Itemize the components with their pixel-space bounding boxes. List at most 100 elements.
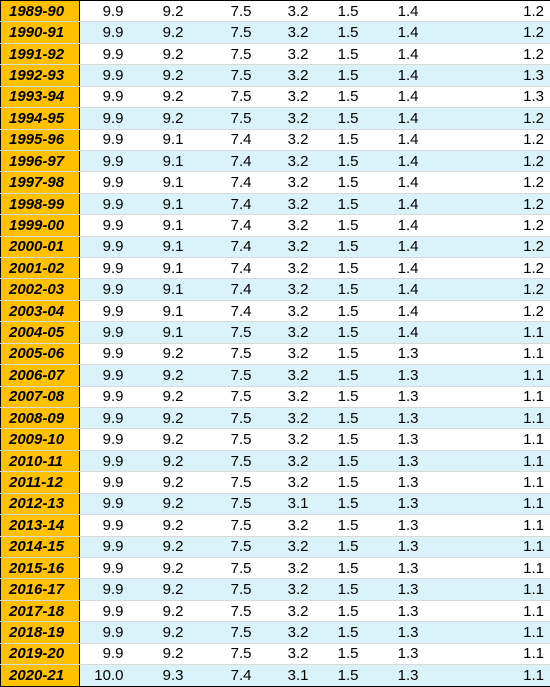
value-cell[interactable]: 7.5 — [183, 643, 252, 666]
value-cell[interactable]: 1.3 — [358, 471, 419, 494]
value-cell[interactable]: 1.1 — [418, 321, 550, 344]
value-cell[interactable]: 7.4 — [183, 278, 252, 301]
value-cell[interactable]: 1.5 — [308, 150, 359, 173]
value-cell[interactable]: 7.5 — [183, 321, 252, 344]
value-cell[interactable]: 9.2 — [123, 428, 184, 451]
value-cell[interactable]: 3.2 — [251, 514, 309, 537]
value-cell[interactable]: 1.1 — [418, 643, 550, 666]
value-cell[interactable]: 9.9 — [79, 321, 124, 344]
value-cell[interactable]: 9.1 — [123, 214, 184, 237]
value-cell[interactable]: 7.4 — [183, 171, 252, 194]
value-cell[interactable]: 7.5 — [183, 0, 252, 23]
value-cell[interactable]: 1.3 — [358, 343, 419, 366]
value-cell[interactable]: 1.4 — [358, 171, 419, 194]
value-cell[interactable]: 1.5 — [308, 364, 359, 387]
year-cell[interactable]: 1989-90 — [0, 0, 80, 23]
value-cell[interactable]: 1.2 — [418, 300, 550, 323]
year-cell[interactable]: 2006-07 — [0, 364, 80, 387]
value-cell[interactable]: 7.5 — [183, 86, 252, 109]
value-cell[interactable]: 1.3 — [358, 364, 419, 387]
value-cell[interactable]: 3.2 — [251, 643, 309, 666]
value-cell[interactable]: 7.5 — [183, 386, 252, 409]
value-cell[interactable]: 1.5 — [308, 86, 359, 109]
year-cell[interactable]: 2001-02 — [0, 257, 80, 280]
value-cell[interactable]: 1.1 — [418, 428, 550, 451]
value-cell[interactable]: 3.2 — [251, 450, 309, 473]
year-cell[interactable]: 2007-08 — [0, 386, 80, 409]
value-cell[interactable]: 7.5 — [183, 600, 252, 623]
value-cell[interactable]: 7.5 — [183, 514, 252, 537]
year-cell[interactable]: 2008-09 — [0, 407, 80, 430]
value-cell[interactable]: 7.5 — [183, 557, 252, 580]
value-cell[interactable]: 7.5 — [183, 428, 252, 451]
value-cell[interactable]: 3.2 — [251, 236, 309, 259]
year-cell[interactable]: 2012-13 — [0, 493, 80, 516]
value-cell[interactable]: 7.5 — [183, 64, 252, 87]
value-cell[interactable]: 1.1 — [418, 514, 550, 537]
value-cell[interactable]: 7.5 — [183, 364, 252, 387]
value-cell[interactable]: 1.5 — [308, 64, 359, 87]
year-cell[interactable]: 2014-15 — [0, 536, 80, 558]
year-cell[interactable]: 2003-04 — [0, 300, 80, 323]
value-cell[interactable]: 1.5 — [308, 278, 359, 301]
year-cell[interactable]: 2016-17 — [0, 578, 80, 601]
year-cell[interactable]: 1993-94 — [0, 86, 80, 109]
value-cell[interactable]: 1.4 — [358, 321, 419, 344]
value-cell[interactable]: 3.2 — [251, 321, 309, 344]
value-cell[interactable]: 3.2 — [251, 428, 309, 451]
value-cell[interactable]: 1.4 — [358, 64, 419, 87]
value-cell[interactable]: 3.2 — [251, 278, 309, 301]
value-cell[interactable]: 9.9 — [79, 21, 124, 44]
value-cell[interactable]: 1.2 — [418, 129, 550, 151]
value-cell[interactable]: 1.4 — [358, 236, 419, 259]
value-cell[interactable]: 1.3 — [358, 621, 419, 644]
value-cell[interactable]: 1.5 — [308, 43, 359, 66]
value-cell[interactable]: 9.2 — [123, 21, 184, 44]
value-cell[interactable]: 1.1 — [418, 471, 550, 494]
year-cell[interactable]: 1996-97 — [0, 150, 80, 173]
value-cell[interactable]: 9.2 — [123, 578, 184, 601]
value-cell[interactable]: 1.5 — [308, 129, 359, 151]
year-cell[interactable]: 1990-91 — [0, 21, 80, 44]
year-cell[interactable]: 2002-03 — [0, 278, 80, 301]
value-cell[interactable]: 1.2 — [418, 278, 550, 301]
value-cell[interactable]: 1.2 — [418, 43, 550, 66]
year-cell[interactable]: 2005-06 — [0, 343, 80, 366]
value-cell[interactable]: 1.5 — [308, 236, 359, 259]
value-cell[interactable]: 9.2 — [123, 407, 184, 430]
value-cell[interactable]: 9.2 — [123, 64, 184, 87]
value-cell[interactable]: 1.5 — [308, 493, 359, 516]
value-cell[interactable]: 1.1 — [418, 664, 550, 687]
value-cell[interactable]: 1.5 — [308, 0, 359, 23]
year-cell[interactable]: 1991-92 — [0, 43, 80, 66]
value-cell[interactable]: 1.1 — [418, 600, 550, 623]
value-cell[interactable]: 7.5 — [183, 343, 252, 366]
value-cell[interactable]: 3.2 — [251, 193, 309, 216]
value-cell[interactable]: 7.5 — [183, 21, 252, 44]
year-cell[interactable]: 2004-05 — [0, 321, 80, 344]
value-cell[interactable]: 9.2 — [123, 450, 184, 473]
value-cell[interactable]: 7.4 — [183, 257, 252, 280]
value-cell[interactable]: 7.4 — [183, 214, 252, 237]
year-cell[interactable]: 2019-20 — [0, 643, 80, 666]
value-cell[interactable]: 3.2 — [251, 471, 309, 494]
value-cell[interactable]: 3.2 — [251, 171, 309, 194]
value-cell[interactable]: 1.4 — [358, 193, 419, 216]
value-cell[interactable]: 7.4 — [183, 664, 252, 687]
value-cell[interactable]: 9.2 — [123, 600, 184, 623]
value-cell[interactable]: 9.2 — [123, 343, 184, 366]
value-cell[interactable]: 1.2 — [418, 257, 550, 280]
value-cell[interactable]: 3.2 — [251, 21, 309, 44]
year-cell[interactable]: 2013-14 — [0, 514, 80, 537]
year-cell[interactable]: 2000-01 — [0, 236, 80, 259]
value-cell[interactable]: 9.9 — [79, 64, 124, 87]
value-cell[interactable]: 7.4 — [183, 150, 252, 173]
value-cell[interactable]: 9.9 — [79, 214, 124, 237]
value-cell[interactable]: 9.2 — [123, 643, 184, 666]
value-cell[interactable]: 3.2 — [251, 0, 309, 23]
value-cell[interactable]: 1.5 — [308, 193, 359, 216]
value-cell[interactable]: 9.9 — [79, 129, 124, 151]
value-cell[interactable]: 1.3 — [358, 557, 419, 580]
value-cell[interactable]: 1.3 — [358, 450, 419, 473]
value-cell[interactable]: 9.2 — [123, 386, 184, 409]
